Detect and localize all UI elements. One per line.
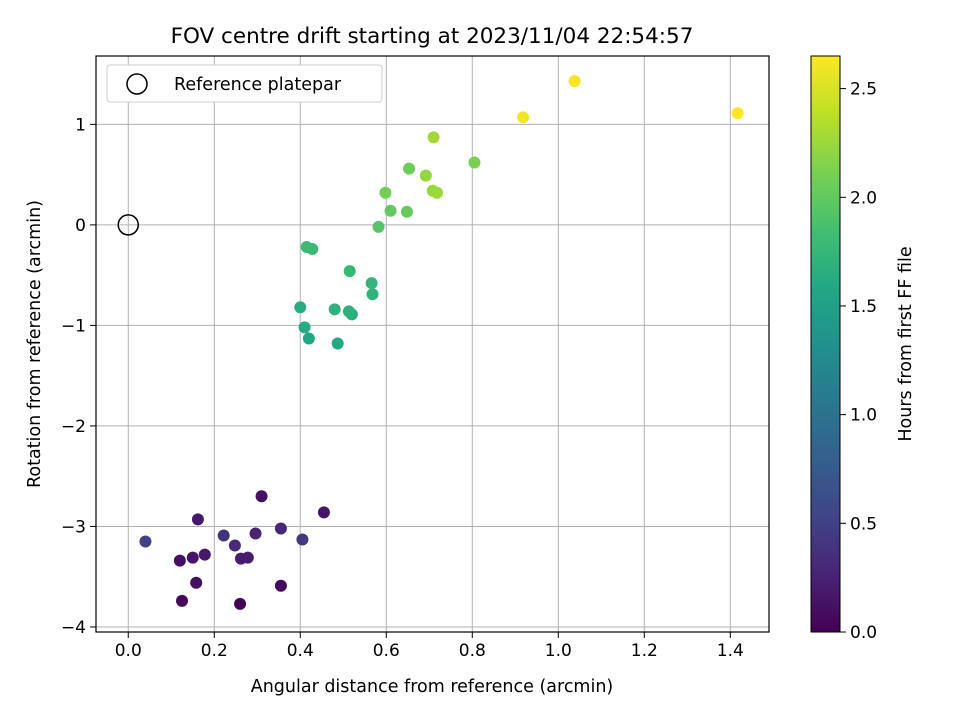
reference-marker-layer	[117, 214, 140, 236]
y-tick-label: −3	[61, 517, 86, 537]
data-point	[331, 337, 344, 350]
data-point	[468, 156, 481, 169]
data-point	[173, 554, 186, 567]
data-point	[568, 75, 581, 88]
data-point	[228, 539, 241, 552]
colorbar-tick-label: 2.0	[850, 188, 877, 208]
chart-title: FOV centre drift starting at 2023/11/04 …	[171, 24, 694, 49]
y-axis-ticks: 1 0 −1 −2 −3 −4	[61, 115, 96, 638]
data-point	[431, 186, 444, 199]
legend-label: Reference platepar	[174, 75, 342, 95]
data-point	[366, 288, 379, 301]
data-point	[217, 529, 230, 542]
colorbar-gradient	[810, 55, 841, 633]
data-point	[139, 535, 152, 548]
data-point	[298, 321, 311, 334]
colorbar-tick-label: 0.5	[850, 514, 877, 534]
data-point	[328, 303, 341, 316]
data-point	[343, 265, 356, 278]
data-point	[427, 131, 440, 144]
legend: Reference platepar	[106, 64, 383, 103]
legend-box	[106, 64, 383, 103]
data-point	[198, 548, 211, 561]
data-point	[384, 204, 397, 217]
x-tick-label: 0.8	[459, 641, 486, 661]
x-tick-label: 1.4	[717, 641, 744, 661]
plot-area-border	[95, 55, 770, 633]
data-point	[403, 162, 416, 175]
x-tick-label: 1.0	[545, 641, 572, 661]
data-point	[302, 332, 315, 345]
data-point	[296, 533, 309, 546]
data-point	[191, 513, 204, 526]
y-axis-label: Rotation from reference (arcmin)	[25, 200, 45, 488]
colorbar-label: Hours from first FF file	[896, 246, 916, 441]
x-tick-label: 0.4	[287, 641, 314, 661]
y-tick-label: −4	[61, 618, 86, 638]
x-tick-label: 0.2	[201, 641, 228, 661]
data-point	[419, 169, 432, 182]
colorbar-tick-label: 1.0	[850, 406, 877, 426]
grid	[96, 56, 769, 632]
colorbar-tick-label: 0.0	[850, 623, 877, 643]
data-point	[317, 506, 330, 519]
data-point	[342, 305, 355, 318]
colorbar: 0.0 0.5 1.0 1.5 2.0 2.5 Hours from first FF f…	[810, 55, 916, 643]
data-point	[517, 111, 530, 124]
data-point	[379, 186, 392, 199]
data-point	[274, 522, 287, 535]
data-point	[294, 301, 307, 314]
data-point	[190, 576, 203, 589]
x-tick-label: 0.6	[373, 641, 400, 661]
data-point	[249, 527, 262, 540]
data-point	[255, 490, 268, 503]
data-point	[274, 579, 287, 592]
colorbar-tick-label: 2.5	[850, 80, 877, 100]
data-point	[372, 220, 385, 233]
data-point	[234, 597, 247, 610]
colorbar-ticks: 0.0 0.5 1.0 1.5 2.0 2.5	[840, 80, 877, 643]
y-tick-label: −1	[61, 316, 86, 336]
data-points	[139, 75, 744, 610]
x-tick-label: 1.2	[631, 641, 658, 661]
y-tick-label: −2	[61, 417, 86, 437]
data-point	[300, 240, 313, 253]
data-point	[731, 107, 744, 120]
data-point	[176, 594, 189, 607]
data-point	[241, 551, 254, 564]
x-axis-ticks: 0.0 0.2 0.4 0.6 0.8 1.0 1.2 1.4	[115, 632, 744, 661]
y-tick-label: 0	[75, 216, 86, 236]
y-tick-label: 1	[75, 115, 86, 135]
reference-platepar-marker	[117, 214, 140, 236]
data-point	[365, 277, 378, 290]
data-point	[400, 205, 413, 218]
data-point	[186, 551, 199, 564]
legend-marker-open-circle	[126, 73, 148, 95]
x-tick-label: 0.0	[115, 641, 142, 661]
colorbar-tick-label: 1.5	[850, 297, 877, 317]
x-axis-label: Angular distance from reference (arcmin)	[251, 677, 614, 697]
